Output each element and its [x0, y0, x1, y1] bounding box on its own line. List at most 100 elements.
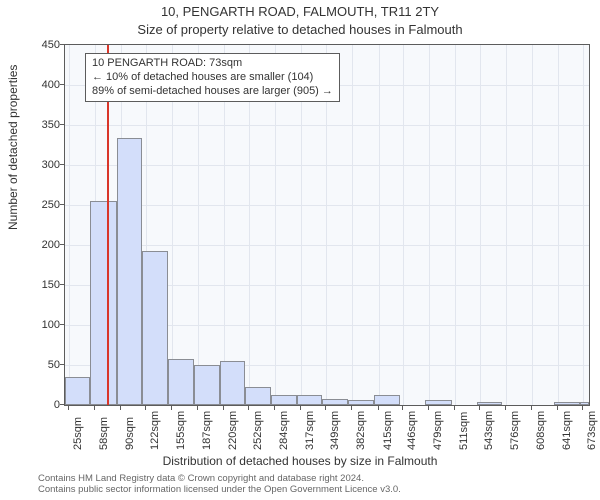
histogram-bar: [142, 251, 168, 405]
chart-title-line2: Size of property relative to detached ho…: [0, 22, 600, 37]
annotation-line: 10 PENGARTH ROAD: 73sqm: [92, 57, 333, 71]
gridline-vertical: [558, 45, 559, 405]
y-tick-mark: [60, 204, 64, 205]
x-tick-label: 446sqm: [406, 411, 418, 450]
x-tick-mark: [351, 406, 352, 410]
x-tick-mark: [68, 406, 69, 410]
y-tick-label: 250: [24, 199, 60, 211]
histogram-plot-area: 10 PENGARTH ROAD: 73sqm← 10% of detached…: [64, 44, 590, 406]
x-tick-mark: [248, 406, 249, 410]
x-tick-label: 415sqm: [382, 411, 394, 450]
y-tick-mark: [60, 44, 64, 45]
histogram-bar: [168, 359, 193, 405]
x-tick-label: 608sqm: [535, 411, 547, 450]
histogram-bar: [425, 400, 451, 405]
y-tick-mark: [60, 284, 64, 285]
x-tick-label: 58sqm: [98, 417, 110, 450]
histogram-bar: [477, 402, 502, 405]
y-axis-label: Number of detached properties: [6, 65, 20, 230]
x-tick-label: 284sqm: [278, 411, 290, 450]
y-tick-mark: [60, 404, 64, 405]
annotation-line: ← 10% of detached houses are smaller (10…: [92, 71, 333, 85]
gridline-vertical: [480, 45, 481, 405]
x-tick-mark: [378, 406, 379, 410]
x-tick-label: 511sqm: [458, 412, 470, 450]
y-tick-label: 450: [24, 39, 60, 51]
x-tick-mark: [479, 406, 480, 410]
y-tick-mark: [60, 364, 64, 365]
x-tick-label: 220sqm: [227, 411, 239, 450]
x-tick-mark: [300, 406, 301, 410]
y-tick-label: 0: [24, 399, 60, 411]
gridline-vertical: [352, 45, 353, 405]
x-tick-mark: [402, 406, 403, 410]
y-tick-label: 300: [24, 159, 60, 171]
y-tick-mark: [60, 124, 64, 125]
y-tick-label: 400: [24, 79, 60, 91]
y-tick-label: 200: [24, 239, 60, 251]
histogram-bar: [554, 402, 580, 405]
x-tick-label: 90sqm: [124, 417, 136, 450]
x-tick-mark: [505, 406, 506, 410]
histogram-bar: [65, 377, 90, 405]
histogram-bar: [271, 395, 296, 405]
histogram-bar: [117, 138, 142, 405]
y-tick-label: 50: [24, 359, 60, 371]
x-tick-label: 349sqm: [329, 411, 341, 450]
y-tick-mark: [60, 244, 64, 245]
histogram-bar: [220, 361, 245, 405]
gridline-vertical: [455, 45, 456, 405]
histogram-bar: [194, 365, 220, 405]
x-tick-label: 155sqm: [175, 411, 187, 450]
x-tick-mark: [274, 406, 275, 410]
attribution-line2: Contains public sector information licen…: [38, 485, 401, 496]
x-tick-mark: [582, 406, 583, 410]
annotation-box: 10 PENGARTH ROAD: 73sqm← 10% of detached…: [85, 53, 340, 102]
x-tick-label: 25sqm: [72, 417, 84, 450]
histogram-bar: [580, 402, 589, 405]
x-tick-label: 187sqm: [201, 411, 213, 450]
histogram-bar: [348, 400, 373, 405]
gridline-vertical: [532, 45, 533, 405]
gridline-vertical: [69, 45, 70, 405]
x-tick-mark: [145, 406, 146, 410]
x-tick-mark: [94, 406, 95, 410]
x-tick-mark: [325, 406, 326, 410]
histogram-bar: [322, 399, 348, 405]
gridline-vertical: [429, 45, 430, 405]
histogram-bar: [374, 395, 400, 405]
x-tick-mark: [171, 406, 172, 410]
gridline-vertical: [506, 45, 507, 405]
x-tick-label: 673sqm: [586, 411, 598, 450]
y-tick-mark: [60, 324, 64, 325]
chart-title-line1: 10, PENGARTH ROAD, FALMOUTH, TR11 2TY: [0, 4, 600, 19]
x-tick-label: 122sqm: [149, 411, 161, 450]
x-tick-mark: [428, 406, 429, 410]
annotation-line: 89% of semi-detached houses are larger (…: [92, 85, 333, 99]
histogram-bar: [245, 387, 271, 405]
x-tick-label: 543sqm: [483, 411, 495, 450]
x-tick-label: 641sqm: [561, 411, 573, 450]
y-tick-label: 100: [24, 319, 60, 331]
x-axis-label: Distribution of detached houses by size …: [0, 454, 600, 468]
x-tick-mark: [223, 406, 224, 410]
x-tick-label: 382sqm: [355, 411, 367, 450]
histogram-bar: [297, 395, 322, 405]
x-tick-label: 576sqm: [509, 411, 521, 450]
histogram-bar: [90, 201, 116, 405]
gridline-vertical: [379, 45, 380, 405]
gridline-vertical: [583, 45, 584, 405]
y-tick-label: 350: [24, 119, 60, 131]
y-tick-mark: [60, 84, 64, 85]
gridline-vertical: [403, 45, 404, 405]
y-tick-mark: [60, 164, 64, 165]
x-tick-label: 317sqm: [304, 411, 316, 450]
x-tick-label: 252sqm: [252, 411, 264, 450]
x-tick-mark: [557, 406, 558, 410]
y-tick-label: 150: [24, 279, 60, 291]
attribution-text: Contains HM Land Registry data © Crown c…: [38, 474, 401, 496]
x-tick-mark: [120, 406, 121, 410]
x-tick-mark: [454, 406, 455, 410]
x-tick-mark: [531, 406, 532, 410]
x-tick-label: 479sqm: [432, 411, 444, 450]
